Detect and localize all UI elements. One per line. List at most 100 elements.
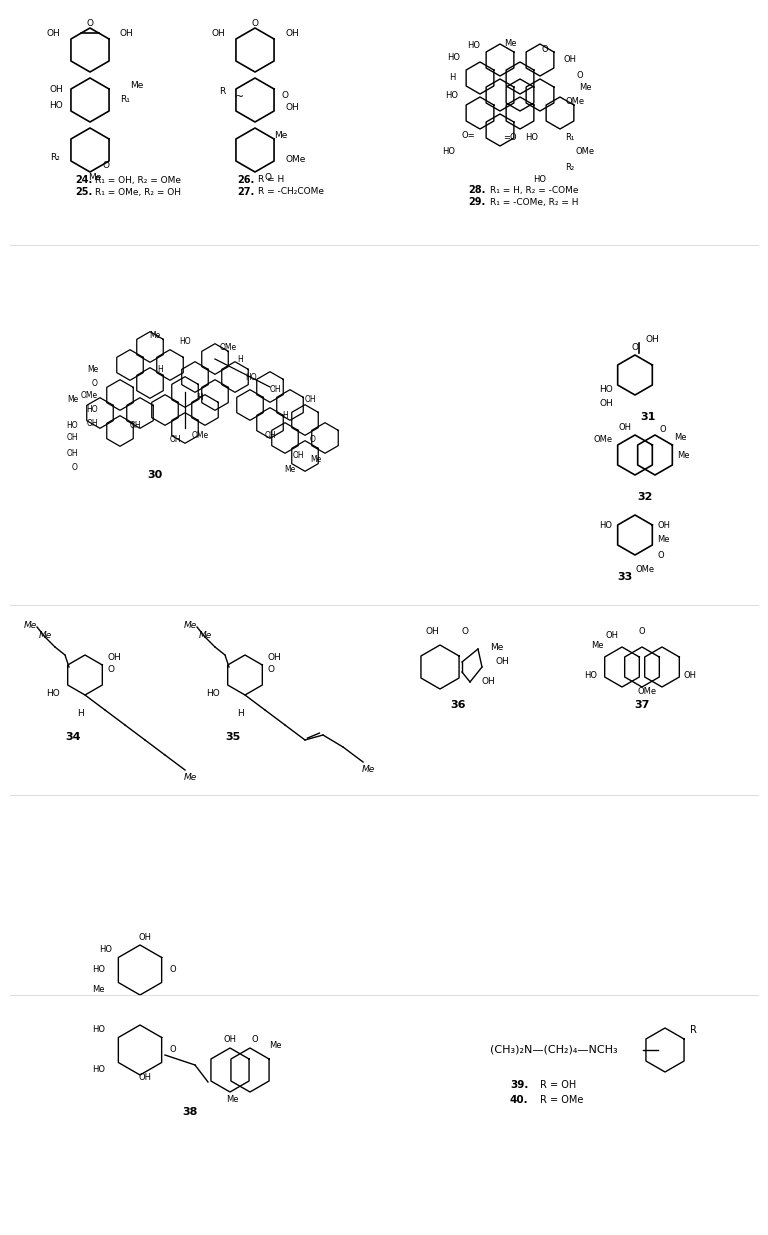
Text: OMe: OMe xyxy=(637,688,657,697)
Text: Me: Me xyxy=(23,620,37,630)
Text: OH: OH xyxy=(482,678,496,687)
Text: OH: OH xyxy=(120,30,134,38)
Text: OMe: OMe xyxy=(191,431,209,440)
Text: OH: OH xyxy=(564,56,577,64)
Text: Me: Me xyxy=(184,620,197,630)
Text: 24.: 24. xyxy=(75,175,92,185)
Text: 29.: 29. xyxy=(468,198,485,207)
Text: OH: OH xyxy=(495,657,508,667)
Text: 25.: 25. xyxy=(75,186,92,198)
Text: (CH₃)₂N—(CH₂)₄—NCH₃: (CH₃)₂N—(CH₂)₄—NCH₃ xyxy=(490,1045,617,1055)
Text: 37: 37 xyxy=(634,700,650,710)
Text: R₁ = OMe, R₂ = OH: R₁ = OMe, R₂ = OH xyxy=(95,188,181,196)
Text: 30: 30 xyxy=(147,471,163,480)
Text: O: O xyxy=(267,666,274,674)
Text: HO: HO xyxy=(599,520,612,530)
Text: HO: HO xyxy=(525,132,538,142)
Text: Me: Me xyxy=(149,331,161,340)
Text: O: O xyxy=(92,378,98,388)
Text: =O: =O xyxy=(503,132,517,142)
Text: 27.: 27. xyxy=(237,186,254,198)
Text: O=: O= xyxy=(462,131,475,140)
Text: OMe: OMe xyxy=(81,390,98,399)
Text: HO: HO xyxy=(86,405,98,415)
Text: OH: OH xyxy=(267,652,281,662)
Text: OH: OH xyxy=(129,420,141,430)
Text: HO: HO xyxy=(534,175,547,184)
Text: HO: HO xyxy=(92,966,105,974)
Text: Me: Me xyxy=(657,536,670,545)
Text: 38: 38 xyxy=(182,1107,197,1116)
Text: 28.: 28. xyxy=(468,185,485,195)
Text: Me: Me xyxy=(67,395,78,405)
Text: OH: OH xyxy=(657,520,670,530)
Text: O: O xyxy=(310,436,316,445)
Text: HO: HO xyxy=(447,53,460,62)
Text: Me: Me xyxy=(490,642,503,652)
Text: O: O xyxy=(72,462,78,472)
Text: Me: Me xyxy=(591,641,603,650)
Text: Me: Me xyxy=(504,38,516,47)
Text: 40.: 40. xyxy=(510,1095,528,1105)
Text: O: O xyxy=(252,1035,258,1045)
Text: 39.: 39. xyxy=(510,1079,528,1091)
Text: OH: OH xyxy=(618,422,631,431)
Text: OH: OH xyxy=(684,671,697,679)
Text: HO: HO xyxy=(207,688,220,698)
Text: R: R xyxy=(219,88,225,96)
Text: O: O xyxy=(657,551,664,559)
Text: H: H xyxy=(282,410,288,420)
Text: R = OH: R = OH xyxy=(540,1079,576,1091)
Text: OH: OH xyxy=(425,627,439,636)
Text: R₁ = H, R₂ = -COMe: R₁ = H, R₂ = -COMe xyxy=(490,185,578,194)
Text: OMe: OMe xyxy=(594,436,613,445)
Text: HO: HO xyxy=(49,100,63,110)
Text: 26.: 26. xyxy=(237,175,254,185)
Text: O: O xyxy=(170,966,177,974)
Text: O: O xyxy=(462,627,468,636)
Text: OH: OH xyxy=(86,419,98,427)
Text: R = H: R = H xyxy=(258,175,284,184)
Text: O: O xyxy=(87,19,94,27)
Text: O: O xyxy=(577,70,584,79)
Text: Me: Me xyxy=(677,451,689,459)
Text: HO: HO xyxy=(92,1025,105,1035)
Text: R₁ = OH, R₂ = OMe: R₁ = OH, R₂ = OMe xyxy=(95,175,181,184)
Text: HO: HO xyxy=(467,41,480,49)
Text: Me: Me xyxy=(579,84,591,93)
Text: OH: OH xyxy=(270,385,282,394)
Text: OH: OH xyxy=(605,631,618,640)
Text: OH: OH xyxy=(49,85,63,95)
Text: OMe: OMe xyxy=(575,147,594,157)
Text: H: H xyxy=(237,709,243,718)
Text: H: H xyxy=(77,709,84,718)
Text: OH: OH xyxy=(599,399,613,408)
Text: O: O xyxy=(264,173,272,182)
Text: Me: Me xyxy=(88,173,101,182)
Text: OH: OH xyxy=(285,104,299,112)
Text: O: O xyxy=(541,46,548,54)
Text: O: O xyxy=(102,162,110,170)
Text: O: O xyxy=(107,666,114,674)
Text: OH: OH xyxy=(304,395,316,405)
Text: Me: Me xyxy=(274,131,287,140)
Text: 33: 33 xyxy=(617,572,633,582)
Text: R: R xyxy=(690,1025,697,1035)
Text: O: O xyxy=(251,19,259,27)
Text: 35: 35 xyxy=(225,732,240,742)
Text: OMe: OMe xyxy=(565,98,584,106)
Text: R = -CH₂COMe: R = -CH₂COMe xyxy=(258,188,324,196)
Text: Me: Me xyxy=(92,986,105,994)
Text: Me: Me xyxy=(38,631,51,640)
Text: H: H xyxy=(157,366,163,374)
Text: OMe: OMe xyxy=(285,156,306,164)
Text: Me: Me xyxy=(87,366,98,374)
Text: Me: Me xyxy=(362,766,375,774)
Text: HO: HO xyxy=(46,688,60,698)
Text: O: O xyxy=(631,342,638,352)
Text: Me: Me xyxy=(269,1041,281,1050)
Text: Me: Me xyxy=(198,631,212,640)
Text: H: H xyxy=(449,74,455,83)
Text: HO: HO xyxy=(445,90,458,100)
Text: 31: 31 xyxy=(640,412,655,422)
